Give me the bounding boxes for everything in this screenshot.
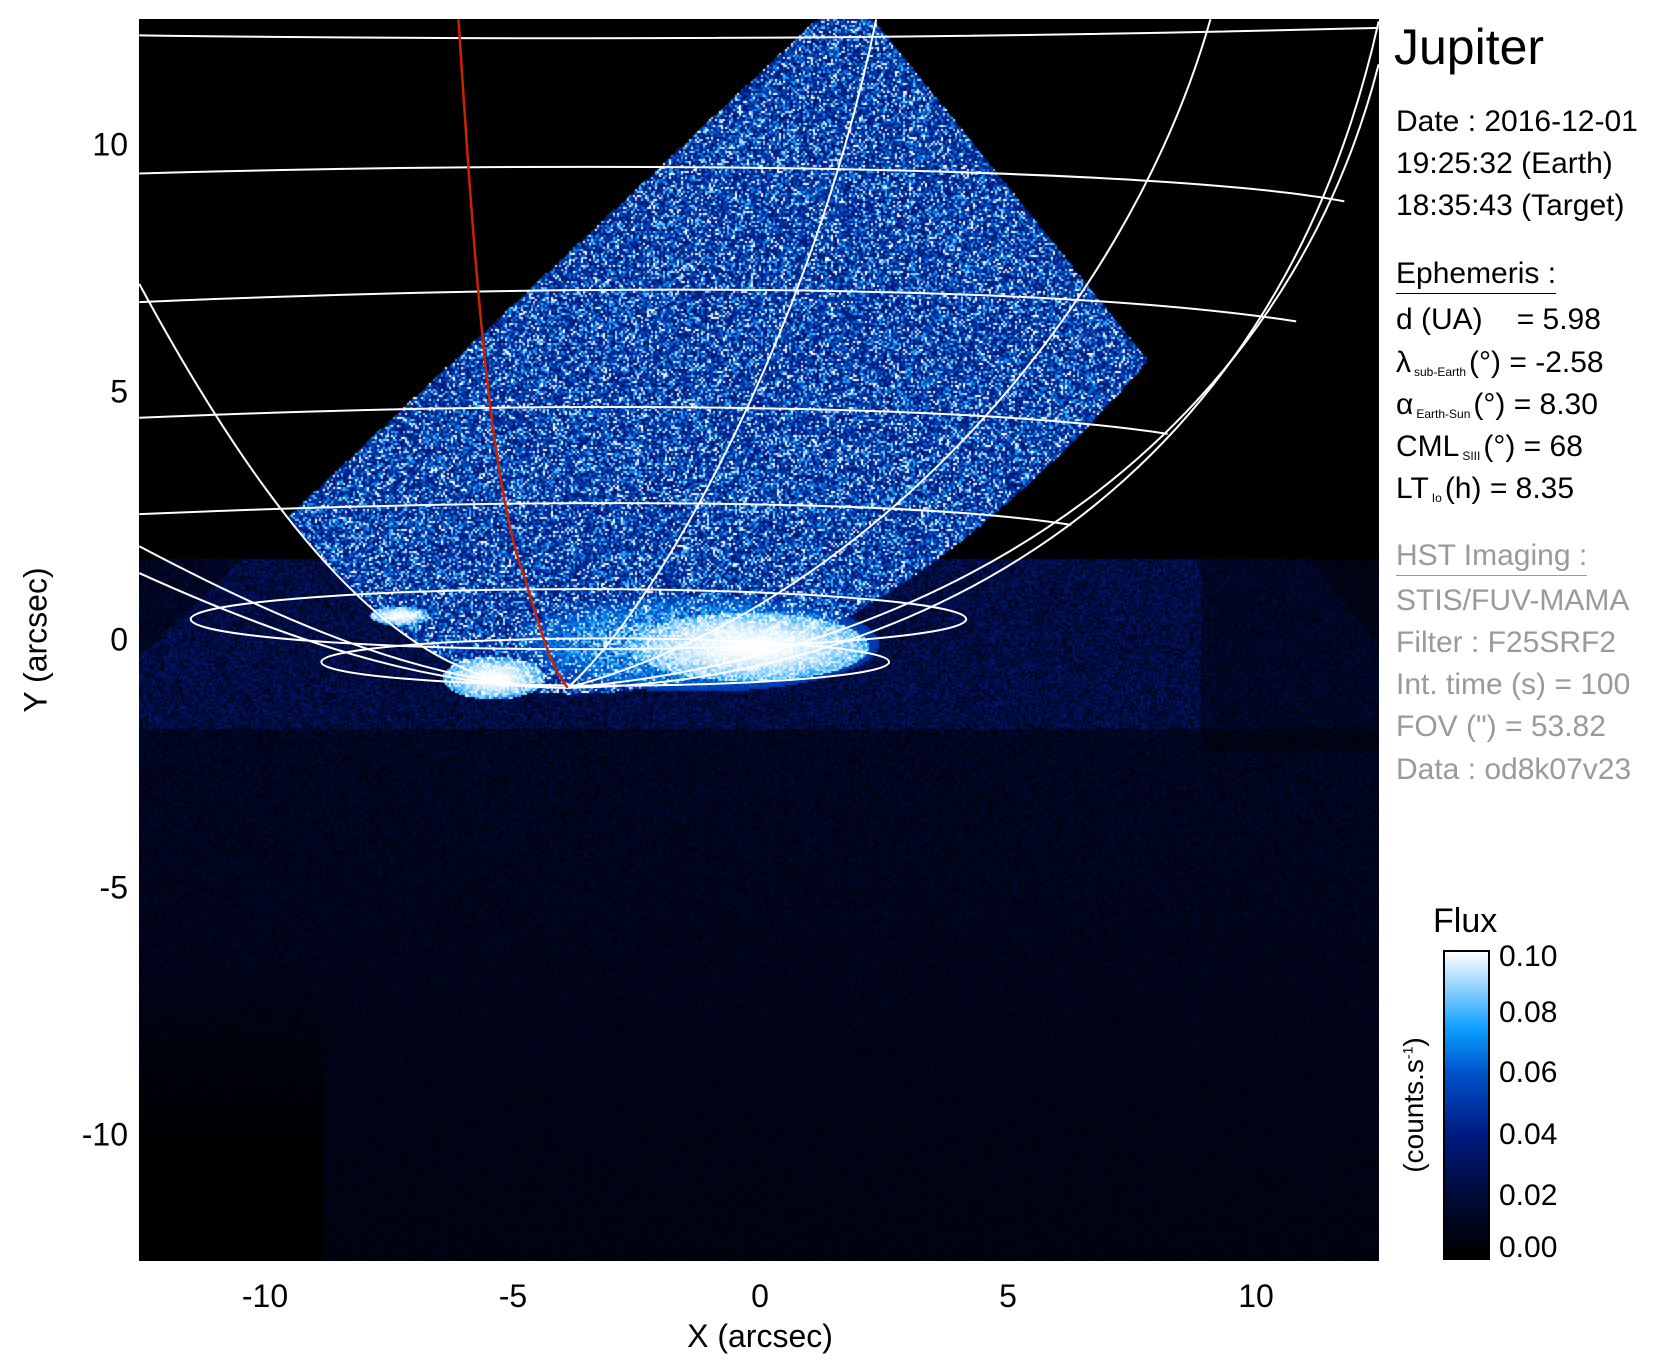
uv-aurora-image xyxy=(139,19,1379,1261)
y-tick-label: -5 xyxy=(99,869,128,906)
date-text: Date : 2016-12-01 xyxy=(1396,105,1638,138)
latitude-line xyxy=(139,28,1378,38)
distance-label: d (UA) xyxy=(1396,303,1483,336)
latitude-line xyxy=(321,638,889,685)
colorbar-label: (counts.s-1) xyxy=(1398,1037,1430,1172)
colorbar-tick-label: 0.08 xyxy=(1499,996,1558,1029)
colorbar-tick-label: 0.02 xyxy=(1499,1179,1558,1212)
io-local-time-row: LT Io (h) = 8.35 xyxy=(1396,472,1574,506)
lt-symbol: LT xyxy=(1396,472,1429,505)
longitude-line xyxy=(568,64,1379,687)
filter-text: Filter : F25SRF2 xyxy=(1396,626,1617,659)
cml-row: CML SIII (°) = 68 xyxy=(1396,430,1583,464)
y-tick-label: 10 xyxy=(92,126,128,163)
longitude-line xyxy=(568,19,1211,687)
lt-subscript: Io xyxy=(1431,491,1442,505)
x-tick-label: 10 xyxy=(1238,1278,1274,1314)
x-tick-label: -5 xyxy=(498,1278,528,1314)
instrument-text: STIS/FUV-MAMA xyxy=(1396,584,1630,617)
distance-row: d (UA) = 5.98 xyxy=(1396,303,1601,337)
planet-limb xyxy=(139,21,1378,687)
colorbar-tick-label: 0.00 xyxy=(1499,1231,1558,1264)
longitude-line xyxy=(139,546,567,687)
colorbar-tick-label: 0.06 xyxy=(1499,1056,1558,1089)
x-axis-label: X (arcsec) xyxy=(687,1318,833,1354)
colorbar xyxy=(1443,950,1490,1260)
lambda-symbol: λ xyxy=(1396,346,1411,379)
colorbar-unit-close: ) xyxy=(1398,1037,1429,1047)
phase-angle-row: α Earth-Sun (°) = 8.30 xyxy=(1396,388,1598,422)
fov-text: FOV (") = 53.82 xyxy=(1396,710,1606,743)
ephemeris-heading: Ephemeris : xyxy=(1396,257,1557,294)
sub-earth-latitude-row: λ sub-Earth (°) = -2.58 xyxy=(1396,346,1604,380)
latitude-line xyxy=(191,589,967,649)
longitude-line xyxy=(568,19,877,687)
y-tick-label: -10 xyxy=(81,1116,128,1153)
colorbar-tick-label: 0.10 xyxy=(1499,940,1558,973)
cml-subscript: SIII xyxy=(1462,449,1481,463)
y-tick-label: 0 xyxy=(110,621,128,658)
latitude-line xyxy=(139,407,1167,434)
hst-heading: HST Imaging : xyxy=(1396,539,1588,576)
distance-value: = 5.98 xyxy=(1516,303,1601,336)
x-tick-label: 5 xyxy=(999,1278,1017,1314)
colorbar-unit-exponent: -1 xyxy=(1399,1046,1416,1060)
cml-value: (°) = 68 xyxy=(1483,430,1583,463)
io-footprint-meridian xyxy=(458,19,567,687)
x-tick-label: -10 xyxy=(241,1278,289,1314)
integration-time-text: Int. time (s) = 100 xyxy=(1396,668,1631,701)
planetographic-grid-overlay xyxy=(139,19,1379,1261)
colorbar-title: Flux xyxy=(1433,902,1498,940)
lambda-value: (°) = -2.58 xyxy=(1469,346,1604,379)
x-tick-label: 0 xyxy=(751,1278,769,1314)
time-target-text: 18:35:43 (Target) xyxy=(1396,189,1625,222)
colorbar-tick-label: 0.04 xyxy=(1499,1118,1558,1151)
y-tick-label: 5 xyxy=(110,373,128,410)
longitude-line xyxy=(139,573,567,688)
lambda-subscript: sub-Earth xyxy=(1414,365,1467,379)
colorbar-unit: (counts.s xyxy=(1398,1059,1429,1173)
data-id-text: Data : od8k07v23 xyxy=(1396,753,1632,786)
alpha-symbol: α xyxy=(1396,388,1414,421)
cml-symbol: CML xyxy=(1396,430,1460,463)
alpha-subscript: Earth-Sun xyxy=(1416,407,1471,421)
y-axis-label: Y (arcsec) xyxy=(17,567,54,713)
latitude-line xyxy=(139,290,1296,322)
image-plot-area xyxy=(139,19,1379,1261)
latitude-line xyxy=(139,503,1071,525)
alpha-value: (°) = 8.30 xyxy=(1473,388,1598,421)
latitude-line xyxy=(139,167,1344,202)
target-title: Jupiter xyxy=(1394,19,1545,75)
time-earth-text: 19:25:32 (Earth) xyxy=(1396,147,1613,180)
lt-value: (h) = 8.35 xyxy=(1444,472,1575,505)
